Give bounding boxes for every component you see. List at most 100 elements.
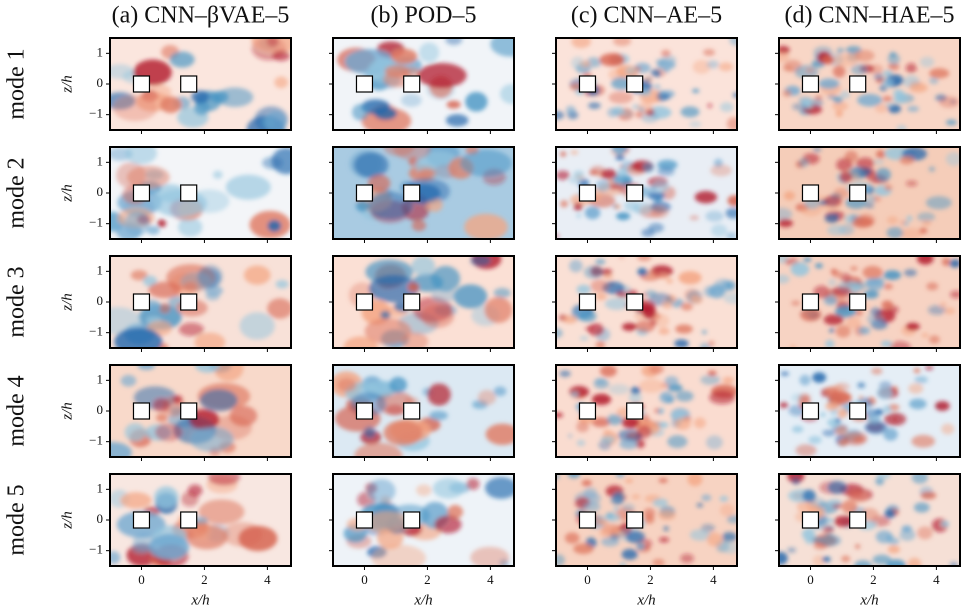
field-blob [383, 420, 423, 446]
field-blob [899, 227, 923, 239]
obstacle [578, 75, 597, 93]
field-blob [194, 365, 220, 373]
field-blob [848, 489, 869, 504]
field-blob [178, 322, 204, 337]
field-blob [821, 556, 831, 563]
field-blob [583, 265, 604, 279]
field-blobs [110, 38, 291, 130]
row-label: mode 1 [4, 48, 30, 119]
field-blob [675, 324, 693, 334]
field-blob [846, 216, 855, 223]
field-blobs [779, 256, 960, 348]
field-blob [657, 166, 675, 177]
field-blob [578, 310, 597, 322]
field-blob [579, 335, 589, 341]
field-blob [390, 48, 418, 64]
field-blob [886, 559, 907, 566]
field-blob [779, 551, 788, 565]
field-blob [274, 76, 289, 89]
field-blob [940, 301, 947, 308]
field-blob [919, 56, 935, 68]
field [333, 38, 514, 130]
field-blob [875, 150, 886, 159]
y-axis-label: z/h [59, 75, 75, 94]
field-blob [194, 332, 226, 348]
field-blob [657, 60, 676, 70]
field-blob [791, 476, 801, 486]
field-blob [610, 493, 624, 506]
field-blob [648, 222, 664, 233]
field-blob [658, 478, 668, 483]
field-blob [678, 271, 702, 285]
field-blob [383, 147, 415, 156]
field-blob [707, 370, 717, 376]
field-blob [867, 413, 881, 425]
field-blob [389, 376, 408, 393]
field-blob [591, 393, 612, 405]
field-blob [841, 499, 858, 514]
field-blob [841, 555, 851, 563]
field-blob [693, 417, 706, 429]
field-blob [791, 102, 807, 111]
field [333, 256, 514, 348]
field-blob [896, 124, 907, 130]
field-blob [913, 502, 930, 513]
field-blob [830, 268, 837, 275]
field-blob [658, 537, 670, 543]
field-blob [871, 367, 883, 375]
obstacle [132, 511, 151, 529]
field-blob [846, 282, 855, 288]
obstacle [849, 402, 867, 420]
field-blob [573, 170, 585, 179]
field-blob [812, 372, 827, 383]
field-blob [603, 428, 611, 436]
field-blob [901, 525, 912, 533]
y-axis-label: z/h [59, 402, 75, 421]
field-blob [782, 65, 794, 72]
field-blob [367, 174, 391, 193]
field-blob [934, 401, 950, 411]
field-blob [874, 409, 884, 416]
field [110, 256, 291, 348]
field-blob [622, 109, 633, 119]
field [110, 147, 291, 239]
y-tick-label: 1 [97, 480, 104, 495]
field-blob [616, 290, 627, 298]
field-blob [124, 211, 150, 236]
field-blob [559, 370, 571, 378]
obstacle [801, 293, 820, 311]
field-blob [835, 418, 841, 423]
field-blob [945, 152, 960, 167]
field-blob [779, 207, 793, 221]
field-blobs [337, 38, 514, 130]
field-blob [652, 498, 668, 508]
x-tick-label: 0 [584, 572, 591, 587]
field-blob [692, 59, 711, 74]
field-blob [726, 514, 737, 524]
field-blob [212, 170, 223, 179]
field-blob [591, 417, 611, 428]
x-axis-label: x/h [190, 592, 209, 608]
field-blob [823, 195, 842, 207]
field-blob [687, 474, 703, 487]
field-blob [599, 365, 617, 377]
field-blob [576, 439, 586, 447]
field-blob [641, 111, 659, 123]
field-blob [727, 195, 737, 207]
x-tick-label: 0 [361, 572, 368, 587]
field-blobs [556, 256, 737, 348]
field-blob [628, 392, 642, 403]
obstacle [578, 184, 597, 202]
field-blob [884, 184, 893, 191]
field-blob [642, 292, 648, 297]
field-blob [275, 279, 289, 289]
field-blob [625, 66, 636, 75]
field-blob [365, 511, 410, 534]
field-blob [705, 210, 724, 222]
field-blob [917, 526, 933, 540]
field-blob [477, 389, 497, 406]
field-blob [699, 342, 712, 348]
field-blob [886, 216, 899, 225]
field-blob [836, 47, 845, 54]
field-blob [827, 480, 848, 495]
